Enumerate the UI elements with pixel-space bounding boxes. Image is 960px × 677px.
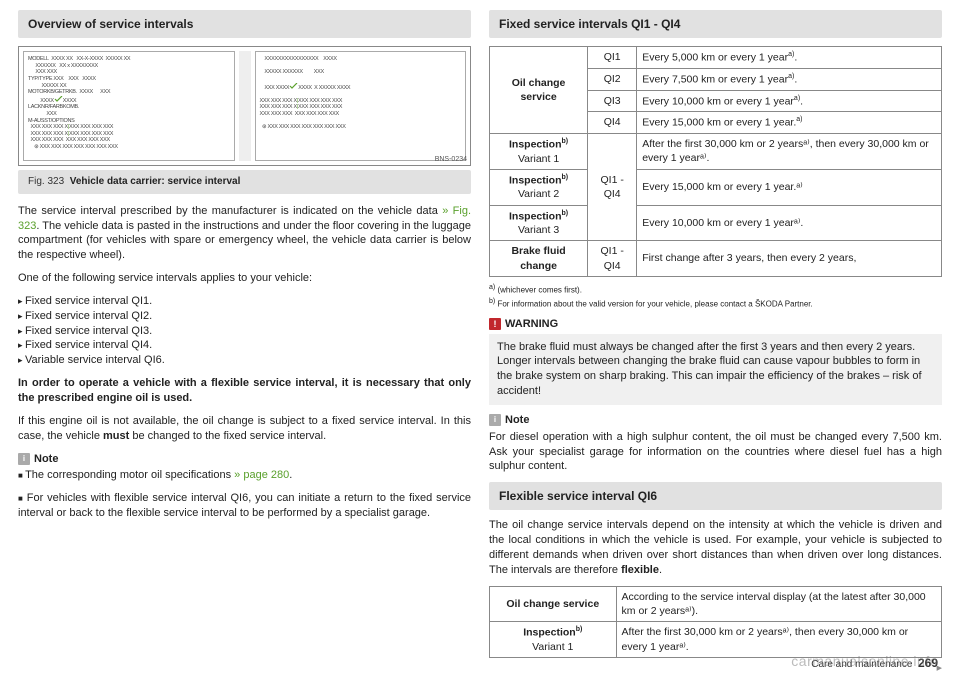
figure-id: BNS-0234	[435, 155, 467, 164]
info-icon: i	[489, 414, 501, 426]
cell-qi3-text: Every 10,000 km or every 1 yeara).	[637, 90, 942, 112]
figure-caption: Fig. 323 Vehicle data carrier: service i…	[18, 170, 471, 194]
link-page-280[interactable]: » page 280	[234, 469, 289, 481]
flex-oil-text: According to the service interval displa…	[616, 586, 941, 621]
cell-qi1-text: Every 5,000 km or every 1 yeara).	[637, 47, 942, 69]
cell-qi2: QI2	[588, 68, 637, 90]
flex-oil-rowhead: Oil change service	[490, 586, 617, 621]
info-icon: i	[18, 453, 30, 465]
footnote-a: (whichever comes first).	[497, 285, 581, 294]
cell-qi4-text: Every 15,000 km or every 1 year.a)	[637, 112, 942, 134]
flex-insp-rowhead: Inspectionb)Variant 1	[490, 622, 617, 658]
oil-change-rowhead: Oil change service	[490, 47, 588, 134]
note-item-2: For vehicles with flexible service inter…	[18, 491, 471, 521]
figure-323: MODELL XXXX XX XX-X-XXXX XXXXX XX XXXXXX…	[18, 46, 471, 166]
list-item: Fixed service interval QI2.	[18, 309, 471, 324]
fixed-intervals-table: Oil change service QI1 Every 5,000 km or…	[489, 46, 942, 277]
para-engine-oil: If this engine oil is not available, the…	[18, 414, 471, 444]
note-heading-right: i Note	[489, 413, 942, 428]
cell-insp1-text: After the first 30,000 km or 2 yearsᵃ⁾, …	[637, 133, 942, 169]
list-item: Fixed service interval QI1.	[18, 294, 471, 309]
section-header-flexible: Flexible service interval QI6	[489, 482, 942, 510]
para-service-interval: The service interval prescribed by the m…	[18, 204, 471, 263]
para-one-of-following: One of the following service intervals a…	[18, 271, 471, 286]
brake-fluid-rowhead: Brake fluid change	[490, 241, 588, 276]
section-header-overview: Overview of service intervals	[18, 10, 471, 38]
figure-panel-left: MODELL XXXX XX XX-X-XXXX XXXXX XX XXXXXX…	[23, 51, 235, 161]
cell-qi1: QI1	[588, 47, 637, 69]
inspection-3-rowhead: Inspectionb)Variant 3	[490, 205, 588, 241]
list-item: Fixed service interval QI3.	[18, 324, 471, 339]
footnote-b: For information about the valid version …	[497, 300, 812, 309]
cell-brake-code: QI1 - QI4	[588, 241, 637, 276]
cell-qi4: QI4	[588, 112, 637, 134]
cell-insp2-text: Every 15,000 km or every 1 year.ᵃ⁾	[637, 169, 942, 205]
warning-box: The brake fluid must always be changed a…	[489, 334, 942, 405]
flex-para: The oil change service intervals depend …	[489, 518, 942, 577]
cell-qi2-text: Every 7,500 km or every 1 yeara).	[637, 68, 942, 90]
inspection-2-rowhead: Inspectionb)Variant 2	[490, 169, 588, 205]
left-column: Overview of service intervals MODELL XXX…	[18, 10, 471, 659]
note-text-right: For diesel operation with a high sulphur…	[489, 430, 942, 475]
cell-insp3-text: Every 10,000 km or every 1 yearᵃ⁾.	[637, 205, 942, 241]
figure-panel-right: XXXXXXXXXXXXXXXX XXXX XXXXX XXXXXX XXX X…	[255, 51, 467, 161]
note-heading-left: i Note	[18, 452, 471, 467]
list-item: Fixed service interval QI4.	[18, 338, 471, 353]
inspection-1-rowhead: Inspectionb)Variant 1	[490, 133, 588, 169]
figure-spacer	[239, 51, 251, 161]
interval-list: Fixed service interval QI1. Fixed servic…	[18, 294, 471, 368]
cell-brake-text: First change after 3 years, then every 2…	[637, 241, 942, 276]
warning-icon: !	[489, 318, 501, 330]
flexible-intervals-table: Oil change service According to the serv…	[489, 586, 942, 658]
watermark: carmanualsonline.info	[791, 652, 938, 671]
figure-caption-number: Fig. 323	[28, 176, 64, 187]
warning-heading: ! WARNING	[489, 317, 942, 332]
section-header-fixed: Fixed service intervals QI1 - QI4	[489, 10, 942, 38]
footnotes: a) (whichever comes first). b) For infor…	[489, 283, 942, 311]
cell-qi3: QI3	[588, 90, 637, 112]
list-item: Variable service interval QI6.	[18, 353, 471, 368]
right-column: Fixed service intervals QI1 - QI4 Oil ch…	[489, 10, 942, 659]
figure-caption-text: Vehicle data carrier: service interval	[70, 176, 241, 187]
cell-qi1-qi4: QI1 - QI4	[588, 133, 637, 241]
note-item-1: The corresponding motor oil specificatio…	[18, 468, 471, 483]
para-bold-flexible: In order to operate a vehicle with a fle…	[18, 376, 471, 406]
